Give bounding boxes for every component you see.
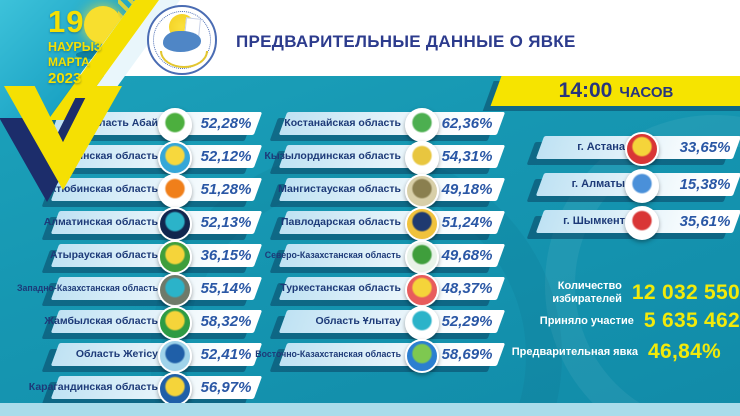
region-emblem-icon xyxy=(405,141,439,175)
time-label: ЧАСОВ xyxy=(619,84,674,101)
region-turnout-value: 51,28% xyxy=(200,181,252,198)
region-label: Западно-Казахстанская область xyxy=(17,283,158,293)
time-banner: 14:00 ЧАСОВ xyxy=(496,76,740,106)
city-row: г. Шымкент 35,61% xyxy=(540,206,737,240)
time-banner-text: 14:00 ЧАСОВ xyxy=(496,76,740,108)
region-turnout-value: 56,97% xyxy=(200,379,252,396)
stat-label: Предварительная явка xyxy=(511,345,638,358)
region-label: Алматинская область xyxy=(43,216,158,228)
region-row: Кызылординская область 54,31% xyxy=(264,141,501,175)
region-emblem-icon xyxy=(158,240,192,274)
region-emblem-icon xyxy=(405,240,439,274)
region-row: Туркестанская область 48,37% xyxy=(280,273,501,307)
region-row: Область Ұлытау 52,29% xyxy=(283,306,501,340)
region-row: Северо-Казахстанская область 49,68% xyxy=(265,240,501,274)
region-label: Область Абай xyxy=(84,117,158,129)
region-row: Алматинская область 52,13% xyxy=(44,207,258,241)
city-row: г. Алматы 15,38% xyxy=(540,169,737,203)
region-turnout-value: 36,15% xyxy=(200,247,252,264)
region-label: Мангистауская область xyxy=(278,183,401,195)
city-turnout-value: 33,65% xyxy=(679,139,731,156)
region-label: Восточно-Казахстанская область xyxy=(255,349,401,359)
stat-row-turnout: Предварительная явка 46,84% xyxy=(500,340,740,364)
stat-value: 46,84% xyxy=(648,340,722,363)
region-row: Восточно-Казахстанская область 58,69% xyxy=(255,339,501,373)
region-row: Жамбылская область 58,32% xyxy=(44,306,258,340)
region-label: Область Ұлытау xyxy=(315,315,401,327)
date-month-kk: НАУРЫЗ xyxy=(48,40,102,54)
stat-row-participated: Приняло участие 5 635 462 xyxy=(500,309,740,333)
stat-value: 5 635 462 xyxy=(643,309,740,332)
election-commission-emblem-icon xyxy=(147,5,217,75)
region-row: Костанайская область 62,36% xyxy=(283,108,501,142)
date-month-ru: МАРТА xyxy=(48,54,90,69)
region-turnout-value: 52,28% xyxy=(200,115,252,132)
region-turnout-value: 52,13% xyxy=(200,214,252,231)
emblem-ring xyxy=(153,11,211,69)
region-emblem-icon xyxy=(405,174,439,208)
page-title: ПРЕДВАРИТЕЛЬНЫЕ ДАННЫЕ О ЯВКЕ xyxy=(236,32,576,51)
city-emblem-icon xyxy=(625,132,659,166)
region-row: Карагандинская область 56,97% xyxy=(29,372,258,406)
region-emblem-icon xyxy=(158,207,192,241)
stat-value: 12 032 550 xyxy=(631,280,740,304)
city-label: г. Алматы xyxy=(571,178,625,190)
city-emblem-icon xyxy=(625,169,659,203)
region-turnout-value: 58,32% xyxy=(200,313,252,330)
stat-row-voters: Количество избирателей 12 032 550 xyxy=(500,280,740,305)
region-emblem-icon xyxy=(405,339,439,373)
region-turnout-value: 52,41% xyxy=(200,346,252,363)
stat-label: Приняло участие xyxy=(539,314,634,327)
time-value: 14:00 xyxy=(558,79,613,102)
region-emblem-icon xyxy=(405,108,439,142)
region-turnout-value: 52,12% xyxy=(200,148,252,165)
bottom-strip-decoration xyxy=(0,403,740,416)
region-emblem-icon xyxy=(158,372,192,406)
region-turnout-value: 62,36% xyxy=(441,115,493,132)
stat-label: Количество избирателей xyxy=(552,280,622,305)
region-turnout-value: 55,14% xyxy=(200,280,252,297)
region-label: Актюбинская область xyxy=(43,183,158,195)
region-turnout-value: 49,68% xyxy=(441,247,493,264)
city-row: г. Астана 33,65% xyxy=(540,132,737,166)
region-emblem-icon xyxy=(405,273,439,307)
date-year: 2023 xyxy=(48,69,82,87)
region-turnout-value: 58,69% xyxy=(441,346,493,363)
region-label: Северо-Казахстанская область xyxy=(264,250,401,260)
city-turnout-value: 35,61% xyxy=(679,213,731,230)
emblem-map xyxy=(163,31,201,52)
region-label: Атырауская область xyxy=(50,249,158,261)
region-label: Кызылординская область xyxy=(264,150,401,162)
region-row: Мангистауская область 49,18% xyxy=(278,174,501,208)
region-turnout-value: 52,29% xyxy=(441,313,493,330)
region-turnout-value: 48,37% xyxy=(441,280,493,297)
region-emblem-icon xyxy=(158,306,192,340)
region-label: Павлодарская область xyxy=(281,216,401,228)
region-emblem-icon xyxy=(405,207,439,241)
city-label: г. Астана xyxy=(577,141,625,153)
region-turnout-value: 51,24% xyxy=(441,214,493,231)
region-label: Область Жетісу xyxy=(75,348,158,360)
region-row: Атырауская область 36,15% xyxy=(50,240,258,274)
date-badge: 19 НАУРЫЗ МАРТА 2023 xyxy=(48,6,102,86)
region-turnout-value: 49,18% xyxy=(441,181,493,198)
region-row: Актюбинская область 51,28% xyxy=(43,174,258,208)
region-label: Жамбылская область xyxy=(44,315,158,327)
region-emblem-icon xyxy=(158,339,192,373)
city-turnout-value: 15,38% xyxy=(679,176,731,193)
region-row: Павлодарская область 51,24% xyxy=(281,207,501,241)
region-emblem-icon xyxy=(158,174,192,208)
region-emblem-icon xyxy=(405,306,439,340)
city-label: г. Шымкент xyxy=(563,215,625,227)
region-emblem-icon xyxy=(158,273,192,307)
region-label: Карагандинская область xyxy=(28,381,158,393)
region-label: Туркестанская область xyxy=(280,282,401,294)
city-emblem-icon xyxy=(625,206,659,240)
date-day: 19 xyxy=(48,4,85,39)
region-emblem-icon xyxy=(158,141,192,175)
region-emblem-icon xyxy=(158,108,192,142)
region-turnout-value: 54,31% xyxy=(441,148,493,165)
region-label: Костанайская область xyxy=(284,117,401,129)
